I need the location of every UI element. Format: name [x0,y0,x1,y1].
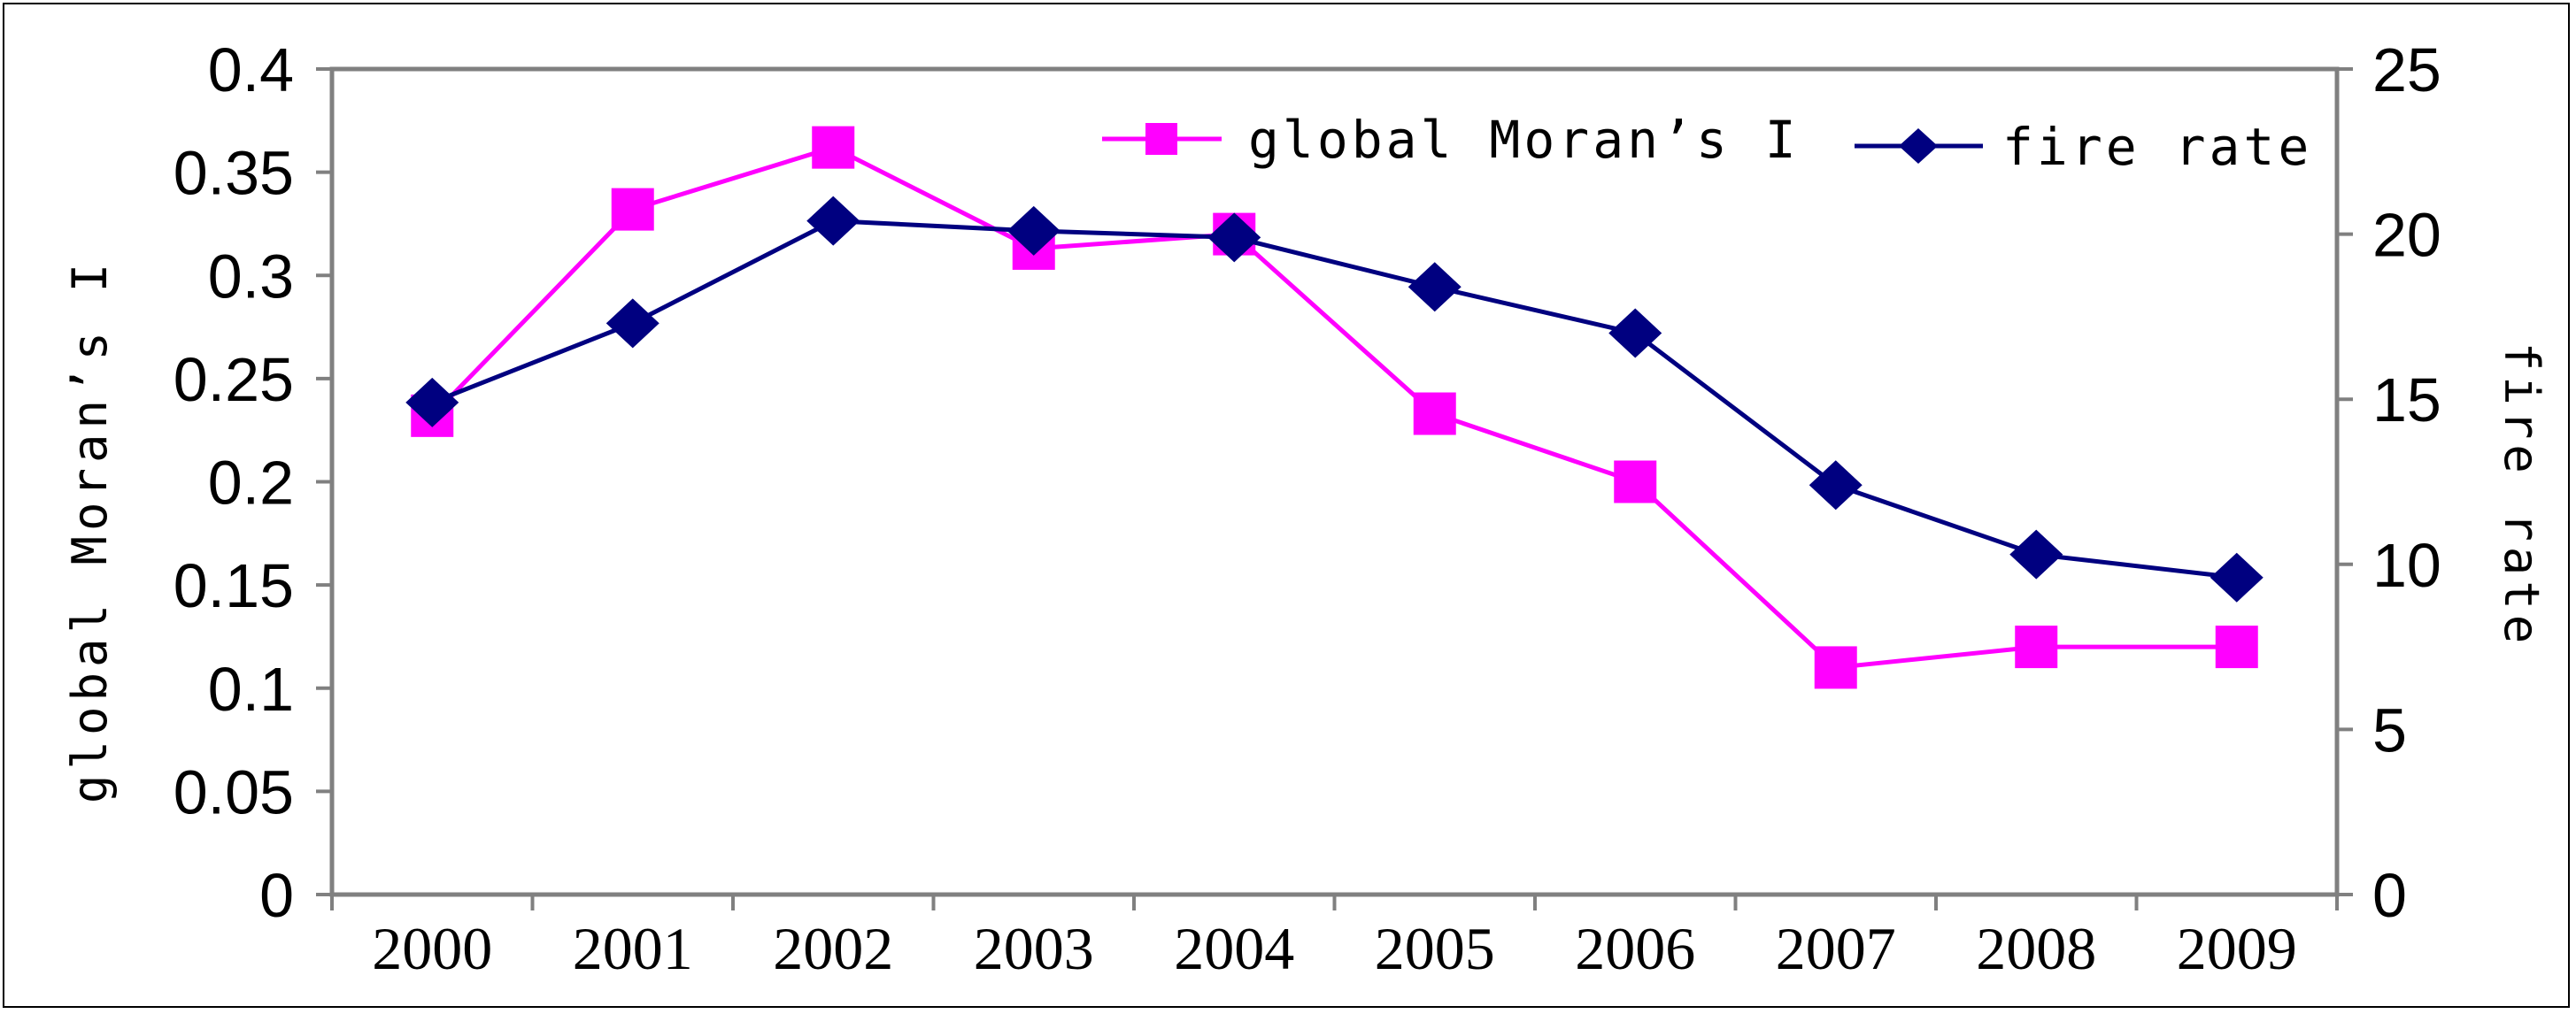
point-marker-fire-rate [1608,308,1662,358]
point-marker-morans-i [2215,626,2258,669]
left-tick-label: 0.2 [208,449,294,518]
point-marker-fire-rate [1006,205,1060,256]
chart-frame [3,3,2570,1008]
point-marker-fire-rate [806,196,860,246]
right-tick-label: 25 [2372,35,2441,104]
right-axis-ticks: 0 5 10 15 20 25 [2337,35,2441,930]
x-tick-label: 2002 [773,915,893,982]
x-tick-label: 2004 [1174,915,1294,982]
left-tick-label: 0.3 [208,242,294,311]
x-tick-label: 2003 [974,915,1094,982]
point-marker-fire-rate [605,298,659,349]
point-marker-fire-rate [405,377,459,427]
right-tick-label: 10 [2372,531,2441,600]
x-axis-ticks: 2000 2001 2002 2003 2004 2005 2006 2007 2008 2009 [330,895,2339,982]
right-tick-label: 5 [2372,695,2407,764]
left-tick-label: 0.4 [208,35,294,104]
point-marker-fire-rate [2210,552,2264,603]
point-marker-morans-i [611,188,654,231]
x-tick-label: 2006 [1575,915,1695,982]
left-tick-label: 0.15 [174,551,294,620]
left-tick-label: 0.05 [174,757,294,826]
left-tick-label: 0 [259,861,294,930]
point-marker-morans-i [1614,460,1657,503]
left-tick-label: 0.35 [174,139,294,208]
legend-label-morans-i: global Moran’s I [1248,110,1800,170]
point-marker-morans-i [2015,626,2058,669]
series-line-morans-i [430,145,2237,670]
right-axis-title: fire rate [2494,342,2549,649]
left-axis-ticks: 0 0.05 0.1 0.15 0.2 0.25 0.3 0.35 0.4 [174,35,332,930]
point-marker-fire-rate [1809,460,1863,511]
right-tick-label: 20 [2372,201,2441,270]
series-line-fire-rate [431,219,2238,580]
left-tick-label: 0.1 [208,655,294,724]
right-tick-label: 15 [2372,365,2441,434]
x-tick-label: 2009 [2177,915,2297,982]
point-marker-fire-rate [1408,262,1462,312]
x-tick-label: 2000 [372,915,492,982]
x-tick-label: 2008 [1976,915,2096,982]
left-axis-title: global Moran’s I [62,258,118,803]
legend-label-fire-rate: fire rate [2002,117,2312,177]
point-marker-fire-rate [1207,212,1261,263]
point-marker-fire-rate [2009,529,2063,580]
point-marker-morans-i [1814,646,1857,689]
point-marker-morans-i [1413,392,1456,435]
legend-marker-morans-i [1145,123,1177,155]
legend-marker-fire-rate [1899,128,1938,164]
right-tick-label: 0 [2372,861,2407,930]
legend: global Moran’s I fire rate [1102,110,2312,177]
left-tick-label: 0.25 [174,345,294,414]
x-tick-label: 2005 [1375,915,1495,982]
series-layer [405,126,2264,689]
point-marker-morans-i [812,126,855,169]
x-tick-label: 2007 [1776,915,1896,982]
x-tick-label: 2001 [573,915,693,982]
